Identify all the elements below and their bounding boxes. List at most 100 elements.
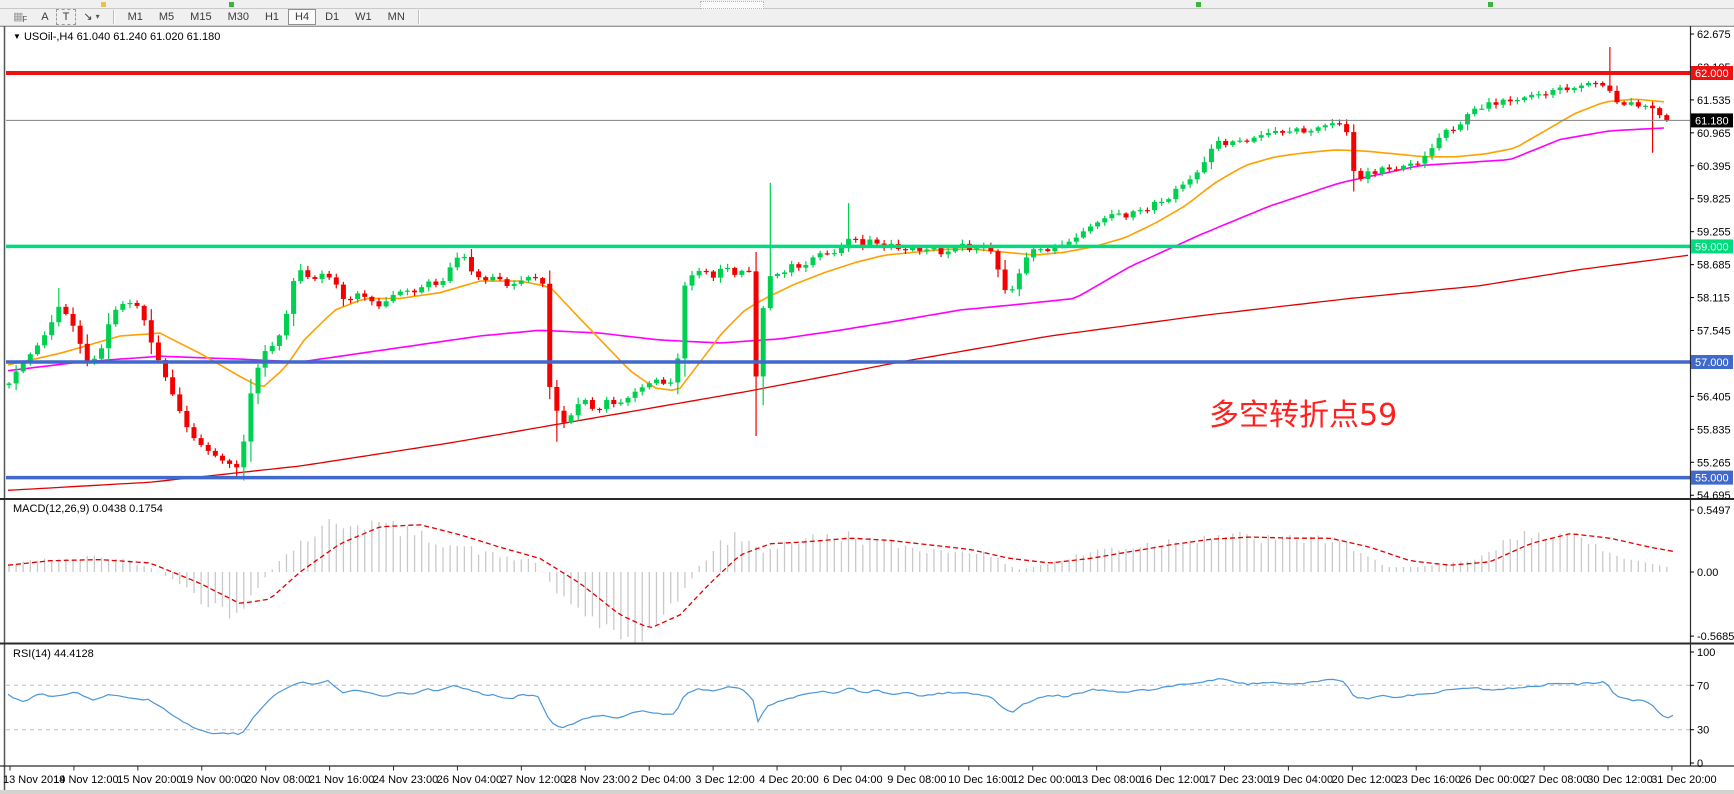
macd-indicator-label: MACD(12,26,9) 0.0438 0.1754 [13, 503, 163, 515]
pane-borders [0, 26, 1734, 790]
timeframe-button-m5[interactable]: M5 [152, 9, 181, 25]
svg-text:55.000: 55.000 [1695, 473, 1729, 485]
timeframe-button-m15[interactable]: M15 [183, 9, 218, 25]
svg-text:55.265: 55.265 [1697, 457, 1731, 469]
svg-text:27 Nov 12:00: 27 Nov 12:00 [501, 774, 566, 786]
svg-text:57.000: 57.000 [1695, 357, 1729, 369]
dropdown-arrow-icon: ▾ [95, 12, 100, 21]
timeframe-button-m30[interactable]: M30 [221, 9, 256, 25]
svg-text:0.5497: 0.5497 [1697, 505, 1731, 517]
macd-signal-line [7, 524, 1675, 629]
svg-text:15 Nov 20:00: 15 Nov 20:00 [117, 774, 182, 786]
timeframe-button-mn[interactable]: MN [381, 9, 412, 25]
svg-text:31 Dec 20:00: 31 Dec 20:00 [1651, 774, 1716, 786]
cycle-lines-icon: ↘ [83, 11, 93, 23]
svg-text:-0.5685: -0.5685 [1697, 631, 1734, 643]
macd-values: 0.0438 0.1754 [92, 503, 163, 515]
svg-text:70: 70 [1697, 680, 1709, 692]
pane-backgrounds [0, 26, 1734, 794]
svg-text:61.535: 61.535 [1697, 95, 1731, 107]
svg-text:19 Nov 00:00: 19 Nov 00:00 [181, 774, 246, 786]
svg-text:16 Dec 12:00: 16 Dec 12:00 [1140, 774, 1205, 786]
svg-text:60.965: 60.965 [1697, 128, 1731, 140]
svg-text:59.000: 59.000 [1695, 241, 1729, 253]
chart-annotation-text: 多空转折点59 [1209, 398, 1398, 433]
toolbar-separator [417, 10, 420, 24]
svg-text:13 Nov 2019: 13 Nov 2019 [3, 774, 65, 786]
svg-text:6 Dec 04:00: 6 Dec 04:00 [823, 774, 882, 786]
macd-pane [7, 519, 1675, 645]
timeframe-button-h1[interactable]: H1 [258, 9, 286, 25]
svg-text:2 Dec 04:00: 2 Dec 04:00 [632, 774, 691, 786]
svg-text:57.545: 57.545 [1697, 326, 1731, 338]
svg-text:9 Dec 08:00: 9 Dec 08:00 [887, 774, 946, 786]
timeframe-button-h4[interactable]: H4 [288, 9, 317, 25]
svg-text:12 Dec 00:00: 12 Dec 00:00 [1012, 774, 1077, 786]
timeframe-button-w1[interactable]: W1 [348, 9, 379, 25]
collapse-arrow-icon[interactable]: ▼ [13, 32, 21, 41]
ma-fast-line [7, 98, 1665, 392]
svg-text:23 Dec 16:00: 23 Dec 16:00 [1396, 774, 1461, 786]
svg-text:60.395: 60.395 [1697, 161, 1731, 173]
svg-text:19 Dec 04:00: 19 Dec 04:00 [1268, 774, 1333, 786]
svg-text:58.115: 58.115 [1697, 293, 1730, 305]
svg-text:54.695: 54.695 [1697, 490, 1731, 502]
svg-text:59.825: 59.825 [1697, 194, 1731, 206]
svg-text:30 Dec 12:00: 30 Dec 12:00 [1587, 774, 1652, 786]
toolbar-separator [112, 10, 115, 24]
letter-t-icon: T [62, 11, 70, 23]
svg-text:17 Dec 23:00: 17 Dec 23:00 [1204, 774, 1269, 786]
letter-a-icon: A [41, 11, 49, 23]
timeframe-button-m1[interactable]: M1 [121, 9, 150, 25]
candlesticks [6, 47, 1670, 481]
svg-text:100: 100 [1697, 647, 1715, 659]
svg-text:10 Dec 16:00: 10 Dec 16:00 [948, 774, 1013, 786]
svg-text:3 Dec 12:00: 3 Dec 12:00 [695, 774, 754, 786]
svg-text:24 Nov 23:00: 24 Nov 23:00 [373, 774, 438, 786]
svg-text:56.405: 56.405 [1697, 391, 1731, 403]
svg-text:28 Nov 23:00: 28 Nov 23:00 [565, 774, 630, 786]
svg-text:27 Dec 08:00: 27 Dec 08:00 [1523, 774, 1588, 786]
svg-text:14 Nov 12:00: 14 Nov 12:00 [53, 774, 118, 786]
svg-text:55.835: 55.835 [1697, 424, 1731, 436]
window-top-strip [0, 0, 1734, 9]
svg-text:26 Dec 00:00: 26 Dec 00:00 [1459, 774, 1524, 786]
window-fragment [700, 1, 764, 9]
svg-text:26 Nov 04:00: 26 Nov 04:00 [437, 774, 502, 786]
svg-text:62.675: 62.675 [1697, 29, 1731, 41]
timeframe-button-d1[interactable]: D1 [318, 9, 346, 25]
svg-text:61.180: 61.180 [1695, 115, 1729, 127]
price-axis: 62.67562.10561.53560.96560.39559.82559.2… [1690, 29, 1734, 770]
symbol-name: USOil-,H4 [23, 31, 74, 43]
cycle-lines-tool-button[interactable]: ↘ ▾ [76, 9, 106, 25]
svg-text:4 Dec 20:00: 4 Dec 20:00 [759, 774, 818, 786]
svg-text:21 Nov 16:00: 21 Nov 16:00 [309, 774, 374, 786]
svg-text:30: 30 [1697, 725, 1709, 737]
symbol-label[interactable]: ▼ USOil-,H4 61.040 61.240 61.020 61.180 [13, 31, 220, 43]
symbol-ohlc: 61.040 61.240 61.020 61.180 [76, 31, 221, 43]
svg-text:59.255: 59.255 [1697, 227, 1731, 239]
horizontal-levels[interactable] [6, 71, 1690, 480]
macd-name: MACD(12,26,9) [13, 503, 90, 515]
window-fragment [229, 2, 234, 7]
window-fragment [101, 2, 106, 7]
rsi-pane [6, 678, 1690, 736]
rsi-value: 44.4128 [53, 648, 94, 660]
pattern-icon: ▦ [13, 11, 24, 23]
svg-text:20 Nov 08:00: 20 Nov 08:00 [245, 774, 310, 786]
pattern-tool-button[interactable]: ▦ F [6, 9, 34, 25]
rsi-indicator-label: RSI(14) 44.4128 [13, 648, 94, 660]
pattern-icon-sub: F [22, 14, 28, 24]
svg-text:0.00: 0.00 [1697, 567, 1718, 579]
window-fragment [1196, 2, 1201, 7]
arrow-label-tool-button[interactable]: A [34, 9, 55, 25]
rsi-name: RSI(14) [13, 648, 51, 660]
svg-text:20 Dec 12:00: 20 Dec 12:00 [1332, 774, 1397, 786]
timeframe-group: M1 M5 M15 M30 H1 H4 D1 W1 MN [121, 9, 412, 25]
svg-text:62.000: 62.000 [1695, 68, 1729, 80]
svg-text:0: 0 [1697, 758, 1703, 770]
window-fragment [1488, 2, 1493, 7]
text-tool-button[interactable]: T [55, 9, 77, 25]
